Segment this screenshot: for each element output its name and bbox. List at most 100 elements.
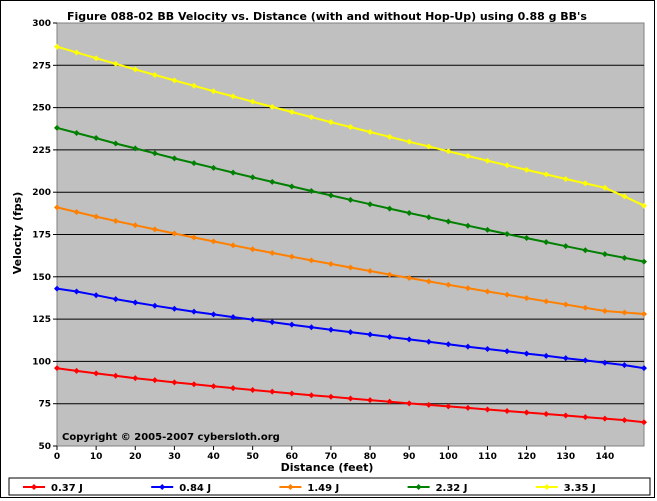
data-point	[425, 278, 432, 285]
y-tick-label: 150	[32, 273, 51, 283]
data-point	[425, 401, 432, 408]
data-point	[367, 201, 374, 208]
data-point	[210, 238, 217, 245]
data-point	[367, 268, 374, 275]
y-tick-label: 50	[38, 442, 51, 452]
data-point	[601, 415, 608, 422]
data-point	[406, 274, 413, 281]
data-point	[504, 230, 511, 237]
data-point	[249, 98, 256, 105]
data-point	[386, 133, 393, 140]
data-point	[621, 193, 628, 200]
data-point	[54, 124, 60, 131]
data-point	[132, 299, 139, 306]
series-0	[54, 365, 647, 426]
data-point	[112, 296, 119, 303]
data-point	[132, 375, 139, 382]
data-point	[582, 357, 589, 364]
legend-label: 0.84 J	[179, 483, 211, 494]
data-point	[190, 160, 197, 167]
data-point	[641, 258, 647, 265]
chart-title: Figure 088-02 BB Velocity vs. Distance (…	[67, 10, 587, 23]
data-point	[73, 49, 80, 56]
data-point	[73, 208, 80, 215]
data-point	[562, 412, 569, 419]
data-point	[484, 288, 491, 295]
data-point	[504, 348, 511, 355]
series-1	[54, 285, 647, 372]
data-point	[269, 388, 276, 395]
data-point	[132, 222, 139, 229]
data-point	[73, 129, 80, 136]
legend-item: 2.32 J	[407, 483, 468, 494]
data-point	[132, 145, 139, 152]
data-point	[327, 119, 334, 126]
data-point	[230, 93, 237, 100]
data-point	[151, 377, 158, 384]
gridlines	[57, 64, 644, 405]
legend: 0.37 J 0.84 J 1.49 J 2.32 J 3.35 J	[23, 483, 596, 494]
y-tick-label: 200	[32, 188, 51, 198]
data-point	[308, 114, 315, 121]
data-point	[308, 324, 315, 331]
data-point	[445, 281, 452, 288]
y-axis-ticks: 50 75 100 125 150 175 200 225 250 275 300	[32, 19, 57, 452]
series-4	[54, 43, 647, 209]
data-point	[406, 138, 413, 145]
x-tick-label: 140	[595, 452, 614, 462]
data-point	[73, 288, 80, 295]
data-point	[641, 365, 647, 372]
data-point	[484, 226, 491, 233]
data-point	[562, 243, 569, 250]
data-point	[171, 155, 178, 162]
data-point	[171, 379, 178, 386]
x-tick-label: 10	[90, 452, 103, 462]
data-point	[504, 162, 511, 169]
data-point	[347, 196, 354, 203]
data-point	[249, 246, 256, 253]
y-tick-label: 100	[32, 357, 51, 367]
data-point	[269, 103, 276, 110]
data-point	[327, 393, 334, 400]
data-point	[425, 214, 432, 221]
y-tick-label: 125	[32, 315, 51, 325]
data-point	[288, 321, 295, 328]
data-point	[464, 404, 471, 411]
legend-label: 2.32 J	[436, 483, 468, 494]
data-point	[464, 152, 471, 159]
x-tick-label: 30	[168, 452, 181, 462]
data-point	[445, 148, 452, 155]
data-point	[543, 171, 550, 178]
data-point	[562, 355, 569, 362]
data-point	[288, 253, 295, 260]
data-point	[543, 352, 550, 359]
data-point	[621, 362, 628, 369]
y-tick-label: 250	[32, 104, 51, 114]
data-point	[641, 202, 647, 209]
data-point	[190, 308, 197, 315]
data-point	[327, 260, 334, 267]
data-point	[308, 257, 315, 264]
data-point	[347, 395, 354, 402]
data-point	[93, 292, 100, 299]
data-point	[523, 235, 530, 242]
series-lines	[54, 43, 647, 426]
data-point	[582, 180, 589, 187]
legend-label: 0.37 J	[51, 483, 83, 494]
y-tick-label: 75	[38, 400, 51, 410]
data-point	[445, 403, 452, 410]
data-point	[386, 334, 393, 341]
data-point	[386, 205, 393, 212]
data-point	[523, 166, 530, 173]
y-tick-label: 275	[32, 61, 51, 71]
x-axis-ticks: 0 10 20 30 40 50 60 70 80 90 100 110 120 130 140	[54, 446, 614, 462]
data-point	[464, 222, 471, 229]
data-point	[132, 66, 139, 73]
data-point	[601, 251, 608, 258]
legend-item: 1.49 J	[279, 483, 339, 494]
data-point	[54, 365, 60, 372]
data-point	[386, 271, 393, 278]
legend-label: 1.49 J	[307, 483, 339, 494]
series-3	[54, 124, 647, 265]
